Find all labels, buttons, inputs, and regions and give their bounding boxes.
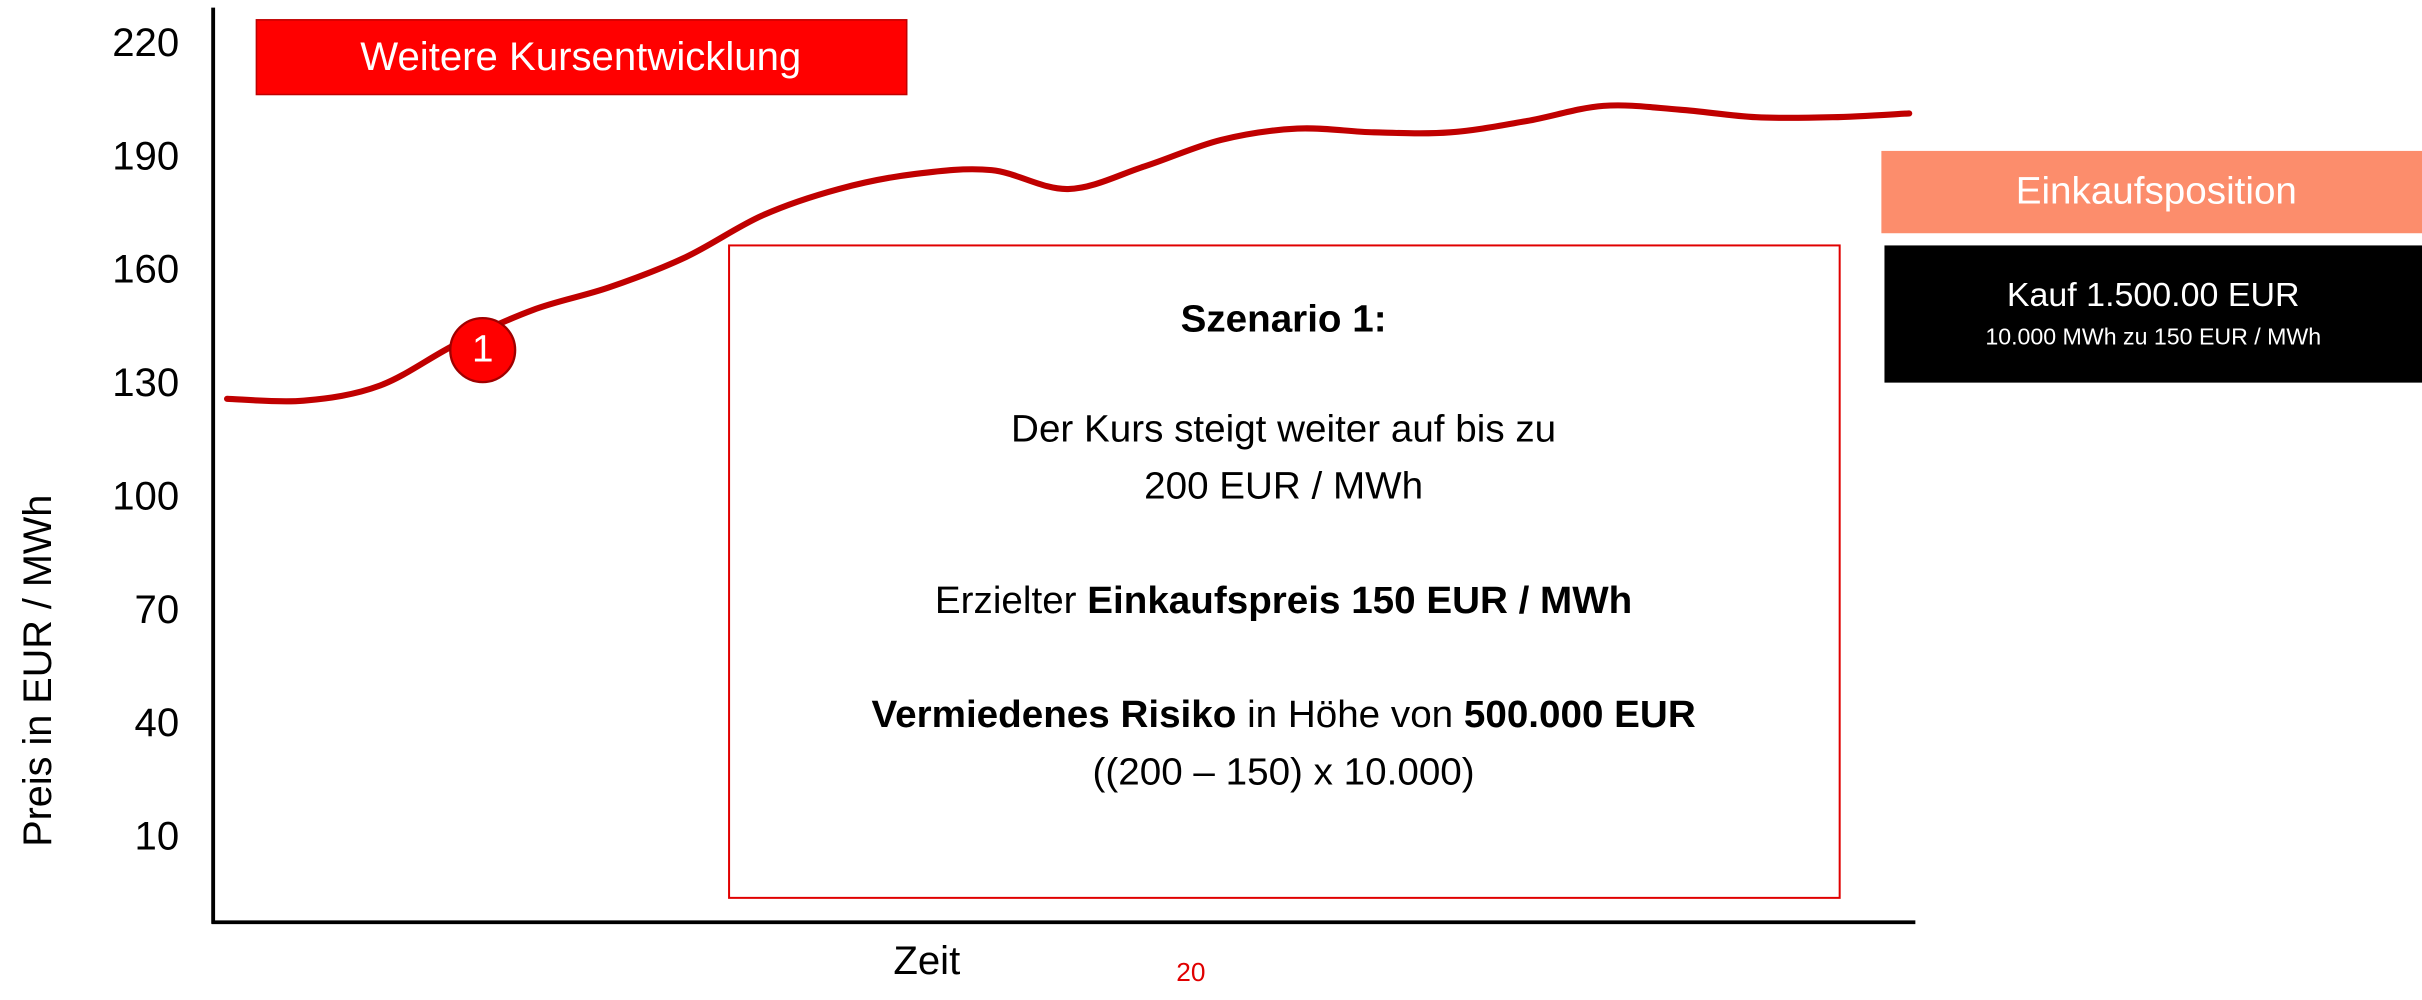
position-line: 10.000 MWh zu 150 EUR / MWh [1985,324,2321,350]
y-tick-label: 190 [112,134,179,178]
position-title: Einkaufsposition [2016,170,2297,213]
scenario-text: Erzielter [935,579,1087,622]
y-tick-label: 160 [112,248,179,292]
position-header [1881,150,2422,234]
marker [449,316,517,384]
y-axis-label: Preis in EUR / MWh [16,495,60,847]
scenario-line: 200 EUR / MWh [1144,465,1423,508]
position-line: Kauf 1.500.00 EUR [2007,276,2300,314]
scenario-text: 200 EUR / MWh [1144,465,1423,508]
y-tick-label: 10 [135,815,180,859]
y-tick-label: 220 [112,21,179,65]
scenario-box [728,244,1841,899]
scenario-line: Vermiedenes Risiko in Höhe von 500.000 E… [871,694,1695,737]
y-tick-label: 130 [112,361,179,405]
scenario-line: Erzielter Einkaufspreis 150 EUR / MWh [935,579,1632,622]
price-line [223,102,1913,405]
label-box-text: Weitere Kursentwicklung [360,35,801,79]
label-box [255,19,908,96]
y-tick-label: 70 [135,588,180,632]
y-tick-label: 40 [135,701,180,745]
scenario-text: Einkaufspreis 150 EUR / MWh [1087,579,1632,622]
y-tick-label: 100 [112,475,179,519]
marker-label: 1 [472,328,493,371]
position-body [1884,245,2422,383]
scenario-text: 500.000 EUR [1464,694,1696,737]
scenario-line: Der Kurs steigt weiter auf bis zu [1011,408,1556,451]
scenario-text: ((200 – 150) x 10.000) [1093,751,1475,794]
page-number: 20 [1176,957,1205,987]
scenario-title: Szenario 1: [1181,298,1387,341]
scenario-text: in Höhe von [1236,694,1464,737]
scenario-text: Vermiedenes Risiko [871,694,1236,737]
x-axis-label: Zeit [893,939,960,983]
scenario-text: Der Kurs steigt weiter auf bis zu [1011,408,1556,451]
scenario-line: ((200 – 150) x 10.000) [1093,751,1475,794]
